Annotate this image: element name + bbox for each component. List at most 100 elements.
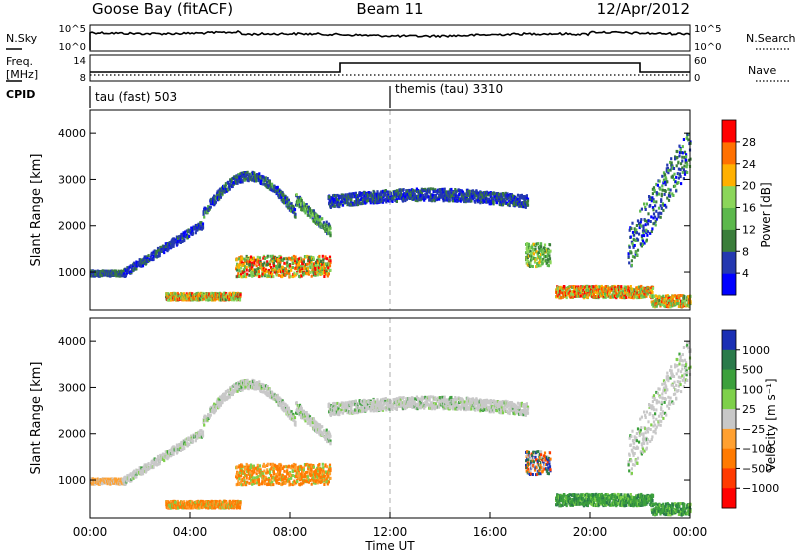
power-cell [633, 233, 636, 237]
power-cell [296, 202, 299, 206]
noise-sky-series [89, 30, 691, 50]
power-cell [470, 199, 473, 203]
power-cell [669, 188, 672, 192]
velocity-cell [160, 454, 163, 458]
power-cell [240, 171, 244, 175]
power-cell [199, 221, 202, 225]
power-cell [640, 284, 643, 288]
power-cell [686, 133, 689, 136]
power-cell [666, 166, 669, 170]
power-cell [233, 181, 236, 185]
power-cell [124, 269, 127, 273]
velocity-cell [157, 456, 160, 460]
power-cell [636, 219, 640, 223]
power-cell [666, 304, 669, 308]
power-cell [289, 274, 292, 278]
power-cell [242, 275, 245, 279]
power-cell [629, 285, 632, 288]
power-cell [423, 198, 426, 202]
power-cell [131, 266, 134, 270]
power-cell [434, 194, 437, 198]
power-cell [146, 259, 150, 263]
power-cell [313, 217, 317, 221]
velocity-cell [179, 446, 182, 450]
power-cell [302, 260, 305, 264]
power-cell [651, 227, 654, 231]
power-cell [525, 261, 528, 265]
power-cell [287, 206, 290, 210]
power-cell [685, 161, 688, 165]
power-cell [334, 194, 337, 198]
power-cell [365, 196, 368, 200]
power-cell [237, 263, 240, 267]
velocity-cell [132, 476, 135, 480]
power-cell [190, 294, 193, 297]
velocity-cell [194, 439, 197, 443]
power-cell [627, 252, 630, 256]
power-cell [242, 268, 245, 272]
power-cell [250, 258, 253, 262]
velocity-cell [146, 467, 150, 471]
power-cell [309, 271, 312, 274]
velocity-cell [181, 448, 184, 451]
power-cell [521, 196, 525, 200]
power-cell [404, 199, 407, 203]
power-cell [329, 268, 332, 272]
power-cell [686, 163, 689, 167]
power-cell [250, 255, 253, 259]
power-cell [592, 285, 595, 289]
power-cell [433, 198, 436, 202]
power-cell [349, 202, 352, 206]
power-cell [646, 222, 650, 226]
power-cell [594, 290, 597, 294]
power-cell [468, 192, 471, 196]
power-cell [661, 188, 664, 192]
power-cell [620, 285, 623, 289]
power-cell [653, 188, 656, 192]
power-cell [315, 263, 318, 267]
power-cell [688, 304, 691, 308]
power-cell [415, 194, 418, 198]
power-cell [688, 132, 691, 136]
power-cell [630, 263, 633, 267]
power-cell [683, 295, 686, 299]
power-cell [666, 196, 669, 200]
power-cell [169, 295, 172, 299]
power-cell [537, 251, 540, 255]
power-cell [280, 256, 283, 260]
power-cell [631, 287, 634, 291]
power-cell [662, 171, 666, 175]
power-cell [399, 190, 402, 194]
power-cell [628, 245, 631, 249]
power-cell [677, 167, 680, 171]
power-cell [395, 189, 398, 193]
power-ylabel: Slant Range [km] [29, 154, 44, 267]
power-cell [501, 192, 505, 195]
power-cell [683, 150, 687, 154]
noise-left-tick-top: 10^5 [59, 24, 86, 35]
power-cell [635, 224, 638, 227]
power-cell [628, 261, 631, 265]
power-cell [660, 207, 663, 210]
power-cell [292, 254, 295, 258]
power-cell [567, 286, 570, 290]
power-cell [282, 257, 285, 261]
power-cell [287, 264, 290, 268]
power-cell [328, 196, 331, 200]
power-cell [202, 212, 205, 216]
power-cell [379, 194, 382, 198]
power-cell [259, 265, 262, 269]
power-cell [601, 289, 604, 293]
power-cell [455, 190, 458, 194]
power-cell [298, 259, 302, 263]
power-cell [326, 274, 329, 278]
power-cell [671, 165, 674, 169]
power-cell [256, 255, 259, 259]
station-title: Goose Bay (fitACF) [92, 0, 233, 18]
power-cell [494, 192, 497, 196]
power-cell [592, 292, 596, 296]
power-cell [643, 234, 646, 238]
velocity-cell [139, 467, 142, 471]
power-cell [669, 168, 672, 172]
power-cell [252, 263, 255, 267]
